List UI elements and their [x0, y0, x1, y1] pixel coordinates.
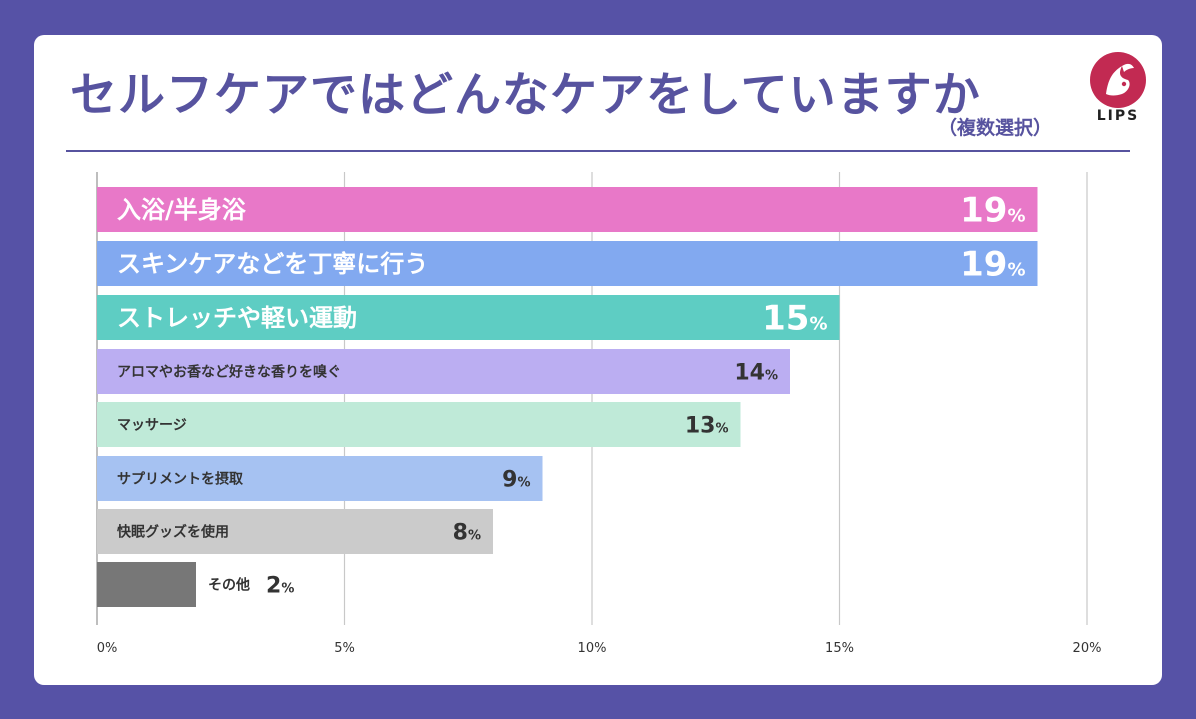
lips-logo-text: LIPS	[1096, 108, 1140, 124]
category-label: その他	[208, 577, 250, 594]
lips-logo: LIPS	[1088, 50, 1148, 130]
category-label: 快眠グッズを使用	[117, 524, 229, 541]
bar	[97, 402, 741, 447]
category-label: アロマやお香など好きな香りを嗅ぐ	[117, 364, 341, 381]
x-tick-label: 5%	[334, 641, 355, 656]
data-label: 19%	[960, 245, 1025, 285]
chart-subtitle: （複数選択）	[938, 117, 1053, 139]
title-divider	[66, 150, 1130, 152]
x-tick-label: 0%	[97, 641, 118, 656]
bar	[97, 349, 790, 394]
chart-title: セルフケアではどんなケアをしていますか	[70, 68, 981, 123]
data-label: 2%	[266, 574, 294, 599]
category-label: 入浴/半身浴	[117, 196, 247, 224]
bar	[97, 509, 493, 554]
bar	[97, 456, 543, 501]
x-tick-label: 15%	[825, 641, 854, 656]
data-label: 19%	[960, 191, 1025, 231]
lips-logo-icon	[1090, 52, 1146, 108]
x-tick-label: 20%	[1073, 641, 1102, 656]
category-label: サプリメントを摂取	[117, 471, 244, 488]
bar	[97, 295, 840, 340]
x-tick-label: 10%	[578, 641, 607, 656]
bar	[97, 562, 196, 607]
bar	[97, 187, 1038, 232]
data-label: 13%	[685, 413, 729, 438]
category-label: スキンケアなどを丁寧に行う	[117, 250, 428, 278]
data-label: 9%	[502, 467, 530, 492]
bar	[97, 241, 1038, 286]
category-label: ストレッチや軽い運動	[117, 304, 357, 332]
data-label: 15%	[762, 299, 827, 339]
data-label: 8%	[453, 520, 481, 545]
data-label: 14%	[734, 360, 778, 385]
category-label: マッサージ	[117, 418, 187, 434]
